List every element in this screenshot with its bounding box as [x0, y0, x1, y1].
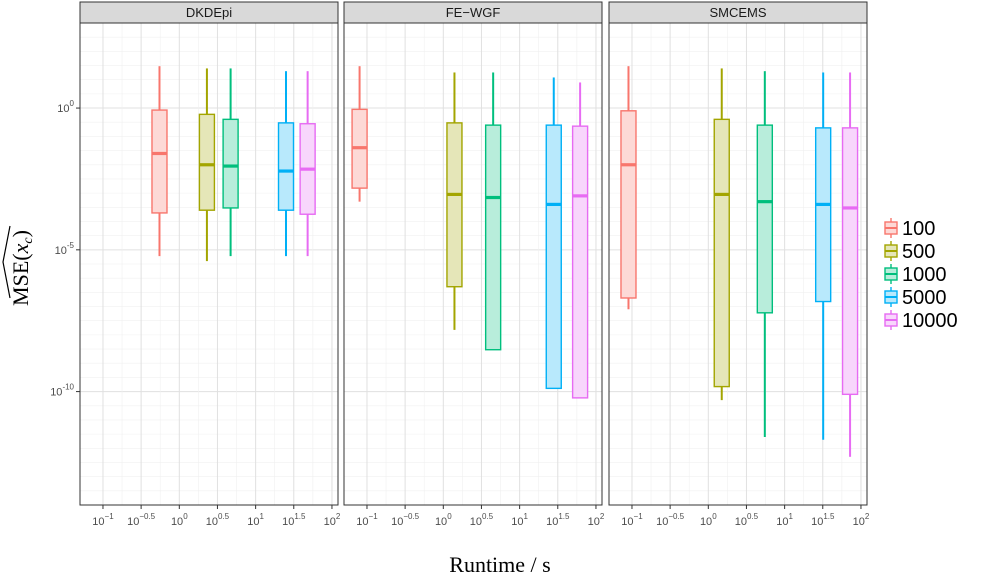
box-body — [198, 113, 216, 211]
x-tick-label: 101.5 — [282, 512, 306, 528]
x-tick-label: 100.5 — [206, 512, 230, 528]
y-axis-title: MSE(xc) — [2, 225, 36, 306]
y-tick-label: 10-10 — [50, 383, 74, 399]
box-body — [484, 124, 502, 351]
x-tick-label: 101 — [776, 512, 793, 528]
x-tick-label: 101 — [247, 512, 264, 528]
facet-label: SMCEMS — [709, 5, 766, 20]
x-tick-label: 100.5 — [735, 512, 759, 528]
x-tick-label: 10−1 — [621, 512, 643, 528]
y-axis-title-main: MSE — [8, 261, 33, 306]
box-body — [277, 122, 295, 211]
x-tick-label: 102 — [588, 512, 605, 528]
box-body — [151, 109, 168, 214]
y-tick-label: 100 — [57, 99, 74, 115]
box-10000 — [299, 71, 316, 257]
facet-label: DKDEpi — [186, 5, 232, 20]
legend-label: 5000 — [902, 287, 947, 309]
facet-label: FE−WGF — [446, 5, 501, 20]
x-tick-label: 100 — [171, 512, 188, 528]
box-500 — [446, 72, 463, 330]
x-tick-label: 101 — [511, 512, 528, 528]
box-500 — [713, 68, 730, 401]
panel-border — [343, 22, 603, 506]
box-body — [713, 118, 730, 388]
x-tick-label: 100 — [700, 512, 717, 528]
box-body — [446, 122, 463, 288]
legend-label: 500 — [902, 241, 935, 263]
y-tick-label: 10-5 — [55, 241, 75, 257]
box-10000 — [841, 72, 859, 457]
legend-item-1000: 1000 — [884, 264, 947, 286]
legend-label: 10000 — [902, 310, 958, 332]
box-100 — [620, 66, 637, 310]
box-10000 — [571, 82, 589, 399]
box-body — [620, 110, 637, 299]
box-100 — [151, 66, 168, 257]
box-5000 — [545, 77, 562, 390]
box-1000 — [222, 68, 239, 257]
panel-border — [79, 22, 339, 506]
x-tick-label: 101.5 — [546, 512, 570, 528]
x-tick-label: 100.5 — [470, 512, 494, 528]
x-tick-label: 102 — [853, 512, 870, 528]
y-axis-title-hat — [2, 225, 11, 299]
x-tick-label: 10−1 — [356, 512, 378, 528]
x-axis-title: Runtime / s — [449, 552, 550, 577]
panel-border — [608, 22, 868, 506]
y-axis: 100 10-5 10-10 — [50, 99, 80, 399]
box-body — [571, 125, 589, 399]
box-5000 — [277, 71, 295, 257]
box-1000 — [484, 72, 502, 351]
legend-item-100: 100 — [884, 218, 935, 240]
box-500 — [198, 68, 216, 262]
x-tick-label: 10−0.5 — [391, 512, 420, 528]
box-1000 — [756, 71, 774, 438]
box-5000 — [814, 72, 832, 440]
box-body — [756, 124, 774, 314]
legend-item-500: 500 — [884, 241, 935, 263]
legend-item-10000: 10000 — [884, 310, 958, 332]
box-body — [841, 127, 859, 396]
legend-label: 100 — [902, 218, 935, 240]
legend-label: 1000 — [902, 264, 947, 286]
x-tick-label: 102 — [324, 512, 341, 528]
x-tick-label: 101.5 — [811, 512, 835, 528]
x-tick-label: 10−1 — [92, 512, 114, 528]
x-tick-label: 10−0.5 — [127, 512, 156, 528]
panel-1: DKDEpi 10−1 10−0.5 100 100.5 101 101.5 102 — [79, 1, 341, 528]
box-100 — [351, 66, 368, 202]
box-body — [545, 124, 562, 390]
box-body — [814, 127, 832, 303]
panel-3: SMCEMS 10−1 10−0.5 100 100.5 101 101.5 102 — [608, 1, 870, 528]
svg-text:MSE(xc): MSE(xc) — [8, 230, 36, 306]
x-tick-label: 100 — [435, 512, 452, 528]
box-body — [222, 118, 239, 209]
x-tick-label: 10−0.5 — [656, 512, 685, 528]
panel-2: FE−WGF 10−1 10−0.5 100 100.5 101 101.5 102 — [343, 1, 605, 528]
legend-item-5000: 5000 — [884, 287, 947, 309]
